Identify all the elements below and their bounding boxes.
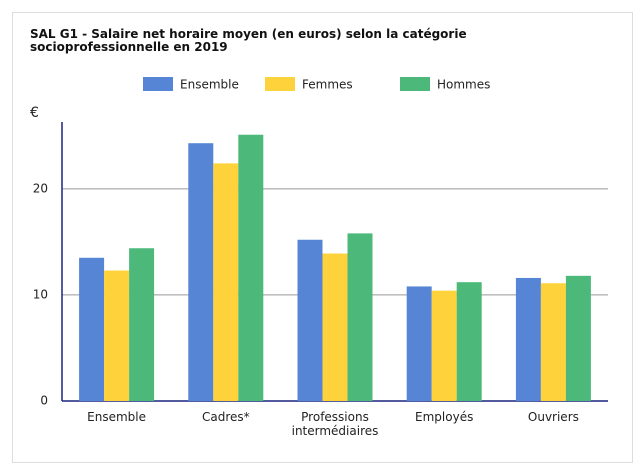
bar (104, 270, 130, 401)
chart-title: SAL G1 - Salaire net horaire moyen (en e… (30, 27, 467, 54)
bar (347, 233, 373, 401)
bar (129, 248, 155, 401)
x-tick-label: Employés (415, 410, 474, 424)
bar (322, 253, 348, 401)
bar (515, 277, 541, 401)
bar (79, 257, 105, 401)
bar (297, 239, 323, 401)
bar (238, 134, 264, 401)
bar (406, 286, 432, 401)
x-tick-label: Ouvriers (527, 410, 579, 424)
x-tick-label: Cadres* (201, 410, 250, 424)
legend-label: Femmes (302, 78, 353, 92)
y-axis-label: € (30, 105, 39, 121)
bar (213, 163, 239, 401)
bar (565, 275, 591, 401)
y-tick-label: 20 (33, 181, 48, 195)
legend-label: Ensemble (180, 78, 239, 92)
y-tick-label: 0 (40, 394, 48, 408)
bar (456, 282, 482, 401)
legend-label: Hommes (437, 78, 490, 92)
y-tick-label: 10 (33, 287, 48, 301)
x-tick-label: Ensemble (87, 410, 147, 424)
legend-swatch (143, 77, 173, 91)
bar (188, 143, 214, 401)
bar (540, 283, 566, 401)
bar (431, 290, 457, 401)
legend-swatch (265, 77, 295, 91)
x-tick-label: Professions intermédiaires (291, 410, 379, 438)
legend-swatch (400, 77, 430, 91)
